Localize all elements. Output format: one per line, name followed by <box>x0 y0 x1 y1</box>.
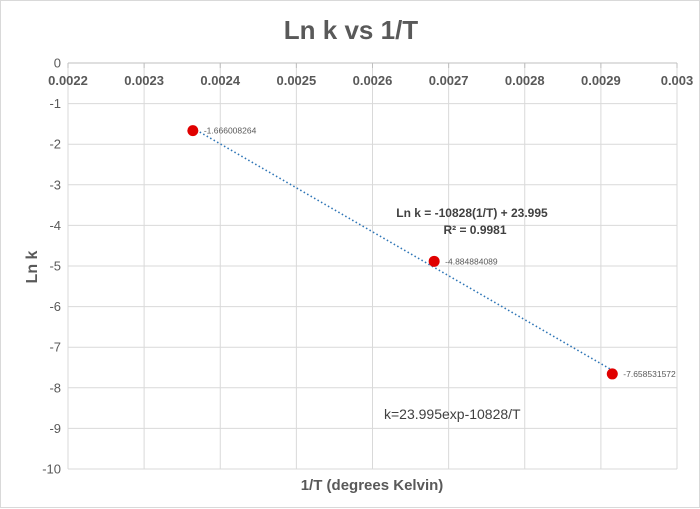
x-tick-label: 0.0026 <box>353 73 393 88</box>
chart-title: Ln k vs 1/T <box>284 15 418 45</box>
data-points: -1.666008264 -4.884884089 -7.658531572 <box>187 125 676 380</box>
trendline-layer <box>192 127 613 371</box>
y-tick-label: -9 <box>49 421 61 436</box>
y-axis-title: Ln k <box>24 250 41 283</box>
y-tick-label: 0 <box>54 56 61 71</box>
x-tick-label: 0.0028 <box>505 73 545 88</box>
y-tick-label: -6 <box>49 299 61 314</box>
grid-lines <box>67 63 678 470</box>
trendline-equation: Ln k = -10828(1/T) + 23.995 <box>396 206 548 220</box>
y-tick-label: -3 <box>49 177 61 192</box>
y-tick-label: -2 <box>49 137 61 152</box>
y-tick-label: -10 <box>42 462 61 477</box>
data-label: -1.666008264 <box>204 126 257 136</box>
y-tick-label: -4 <box>49 218 61 233</box>
trendline-r-squared: R² = 0.9981 <box>443 223 506 237</box>
data-point <box>428 255 440 267</box>
x-tick-label: 0.003 <box>661 73 694 88</box>
axes: 0.0022 0.0023 0.0024 0.0025 0.0026 0.0027 0.00… <box>42 56 693 477</box>
x-tick-label: 0.0023 <box>124 73 164 88</box>
y-tick-label: -1 <box>49 96 61 111</box>
x-axis-title: 1/T (degrees Kelvin) <box>301 477 444 494</box>
data-point <box>187 125 199 137</box>
y-tick-label: -8 <box>49 380 61 395</box>
x-tick-label: 0.0029 <box>581 73 621 88</box>
y-tick-label: -7 <box>49 340 61 355</box>
x-tick-label: 0.0027 <box>429 73 469 88</box>
x-tick-label: 0.0025 <box>276 73 316 88</box>
rate-constant-annotation: k=23.995exp-10828/T <box>384 406 521 422</box>
data-label: -7.658531572 <box>623 369 676 379</box>
trendline <box>192 127 613 371</box>
x-tick-label: 0.0022 <box>48 73 88 88</box>
x-tick-label: 0.0024 <box>200 73 241 88</box>
y-tick-label: -5 <box>49 259 61 274</box>
data-point <box>606 368 618 380</box>
data-label: -4.884884089 <box>445 256 498 266</box>
